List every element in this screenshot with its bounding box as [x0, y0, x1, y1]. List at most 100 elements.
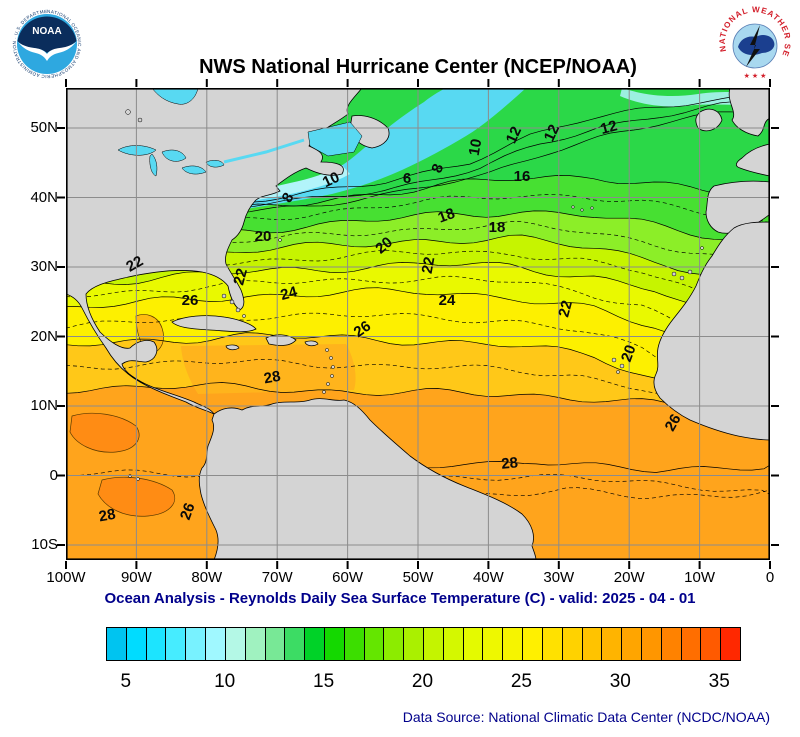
colorbar-cell [166, 628, 187, 660]
hudson-bay [151, 88, 199, 105]
colorbar-tick-label: 20 [411, 671, 434, 692]
data-source-caption: Data Source: National Climatic Data Cent… [402, 709, 770, 725]
colorbar-cell [364, 628, 385, 660]
contour-label: 6 [403, 170, 411, 187]
lake-ontario [205, 160, 225, 168]
x-axis-label: 100W [46, 569, 86, 586]
page-title: NWS National Hurricane Center (NCEP/NOAA… [199, 56, 637, 78]
x-axis-label: 70W [261, 569, 293, 586]
contour-label: 12 [541, 122, 563, 144]
y-axis-label: 10N [30, 397, 58, 414]
land-iberia [705, 180, 770, 234]
contour-label: 20 [255, 228, 272, 245]
colorbar-cell [285, 628, 306, 660]
x-axis-label: 40W [472, 569, 504, 586]
colorbar-cell [107, 628, 127, 660]
contour-label: 26 [662, 411, 685, 434]
colorbar-cell [681, 628, 702, 660]
colorbar-cell [265, 628, 286, 660]
colorbar-cell [602, 628, 623, 660]
land-jamaica [225, 344, 240, 351]
colorbar-cell [186, 628, 207, 660]
colorbar-cell [483, 628, 504, 660]
noaa-logo-text: NOAA [32, 26, 61, 37]
colorbar-tick-label: 30 [609, 671, 631, 692]
colorbar-cell [206, 628, 226, 660]
x-axis-label: 50W [402, 569, 434, 586]
colorbar-tick-label: 5 [120, 671, 132, 692]
contour-label: 22 [555, 299, 576, 320]
x-axis-label: 80W [191, 569, 223, 586]
land-ireland [695, 108, 723, 132]
land-puerto-rico [304, 340, 319, 347]
colorbar-cell [641, 628, 662, 660]
map-subtitle: Ocean Analysis - Reynolds Daily Sea Surf… [104, 590, 696, 607]
nws-stars: ★ ★ ★ [744, 72, 767, 80]
colorbar-cell [404, 628, 424, 660]
colorbar-cell [443, 628, 464, 660]
contour-label: 26 [182, 292, 199, 309]
y-axis-label: 10S [31, 536, 58, 553]
nws-lightning-icon [746, 25, 760, 67]
land-britain [728, 88, 770, 137]
y-axis-label: 50N [30, 119, 58, 136]
colorbar-cell [245, 628, 266, 660]
st-lawrence-river [223, 138, 305, 164]
grid-lines [66, 88, 770, 560]
contour-label: 18 [489, 219, 506, 236]
colorbar-cell [324, 628, 345, 660]
colorbar-cell [126, 628, 147, 660]
contour-label: 26 [177, 501, 199, 522]
nws-cloud-icon [738, 34, 775, 55]
colorbar-cell [305, 628, 325, 660]
colorbar-cell [701, 628, 722, 660]
colorbar-cell [622, 628, 642, 660]
land-cuba [171, 315, 257, 333]
colorbar-tick-label: 10 [214, 671, 236, 692]
colorbar-cell [463, 628, 484, 660]
colorbar-tick-label: 15 [313, 671, 335, 692]
x-axis-label: 0 [765, 569, 775, 586]
contour-label: 26 [351, 318, 374, 341]
colorbar-tick-label: 25 [510, 671, 532, 692]
lake-huron [161, 149, 187, 162]
contour-label: 28 [263, 368, 282, 388]
contour-label: 22 [123, 253, 146, 276]
colorbar-cell [503, 628, 524, 660]
sst-map: 8 10 6 8 10 12 12 12 16 18 18 20 20 22 22 22 24 24 26 26 22 2… [50, 76, 786, 576]
x-axis-label: 10W [684, 569, 716, 586]
noaa-seagull-icon [18, 42, 76, 61]
lake-michigan [149, 153, 158, 177]
noaa-logo: NATIONAL OCEANIC AND ATMOSPHERIC ADMINIS… [8, 5, 85, 82]
small-islands [125, 109, 704, 481]
contour-label: 18 [436, 205, 457, 227]
contour-label: 12 [599, 117, 620, 138]
axis-ticks [57, 79, 779, 569]
y-axis-label: 30N [30, 258, 58, 275]
y-axis-label: 0 [49, 466, 58, 484]
temperature-colorbar [106, 627, 741, 661]
colorbar-cell [661, 628, 682, 660]
lake-superior [117, 145, 157, 156]
contour-label: 22 [230, 267, 251, 288]
colorbar-cell [344, 628, 365, 660]
land-africa [653, 221, 770, 441]
x-axis-label: 20W [613, 569, 645, 586]
y-axis-label: 20N [30, 327, 58, 345]
contour-label: 28 [501, 454, 519, 472]
contour-label: 16 [514, 168, 531, 185]
contour-label: 12 [503, 124, 525, 146]
colorbar-cell [146, 628, 167, 660]
contour-label: 24 [279, 283, 300, 304]
colorbar-ticks: 5 10 15 20 25 30 35 [106, 671, 739, 695]
lake-erie [181, 165, 207, 175]
colorbar-cell [225, 628, 246, 660]
nws-logo: NATIONAL WEATHER SERVICE ★ ★ ★ [716, 5, 792, 81]
contour-label: 10 [320, 169, 342, 191]
noaa-globe-top [17, 16, 77, 53]
colorbar-cell [562, 628, 583, 660]
land-hispaniola [265, 334, 297, 346]
colorbar-tick-label: 35 [708, 671, 730, 692]
land-france [736, 143, 770, 177]
contour-label: 24 [439, 292, 456, 309]
